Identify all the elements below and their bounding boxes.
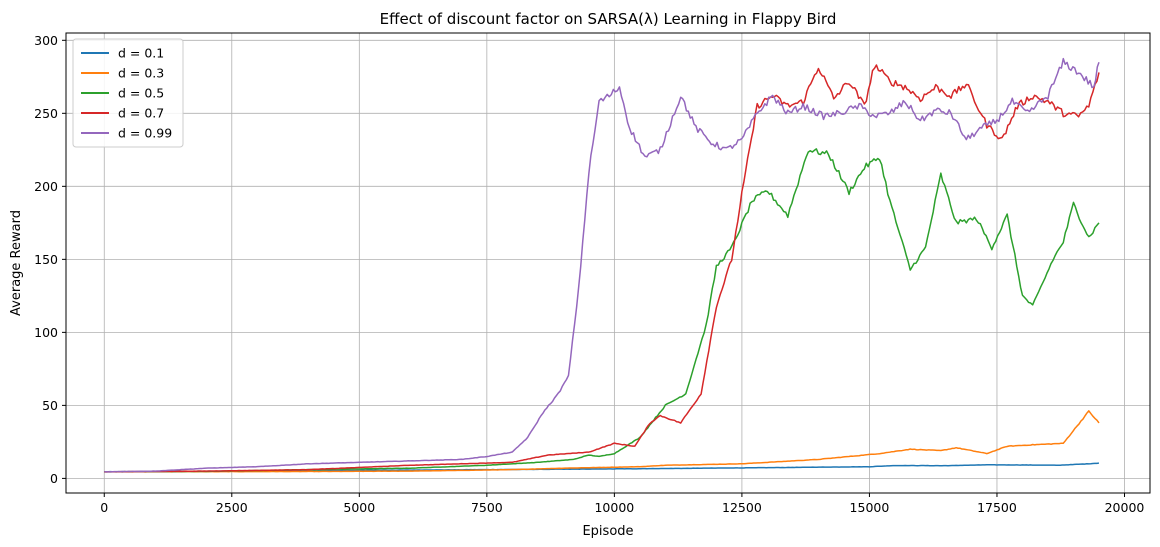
series-lines	[104, 57, 1100, 473]
y-tick-label: 250	[34, 106, 58, 121]
y-tick-label: 150	[34, 252, 58, 267]
legend-box	[72, 38, 184, 148]
x-tick-label: 7500	[471, 500, 503, 515]
y-axis-title: Average Reward	[9, 210, 24, 316]
x-tick-label: 15000	[850, 500, 890, 515]
y-tick-label: 100	[34, 325, 58, 340]
plot-area	[66, 33, 1150, 493]
x-tick-label: 12500	[722, 500, 762, 515]
legend-label: d = 0.5	[118, 86, 164, 101]
x-tick-label: 17500	[977, 500, 1017, 515]
y-axis-ticks: 0 50 100 150 200 250 300	[34, 33, 66, 486]
plot-frame	[65, 32, 1151, 494]
x-tick-label: 5000	[343, 500, 375, 515]
y-tick-label: 0	[50, 471, 58, 486]
legend: d = 0.1 d = 0.3 d = 0.5 d = 0.7 d = 0.99	[72, 38, 184, 148]
legend-label: d = 0.3	[118, 66, 164, 81]
y-tick-label: 50	[42, 398, 58, 413]
x-tick-label: 2500	[216, 500, 248, 515]
legend-label: d = 0.7	[118, 106, 164, 121]
x-axis-title: Episode	[582, 524, 633, 539]
y-tick-label: 200	[34, 179, 58, 194]
x-tick-label: 10000	[594, 500, 634, 515]
legend-label: d = 0.99	[118, 126, 172, 141]
legend-label: d = 0.1	[118, 46, 164, 61]
series-line	[104, 410, 1100, 473]
grid-lines	[66, 33, 1150, 493]
x-axis-ticks: 0 2500 5000 7500 10000 12500 15000 17500 20000	[100, 493, 1144, 515]
x-tick-label: 20000	[1105, 500, 1145, 515]
series-line	[104, 64, 1100, 473]
chart-title: Effect of discount factor on SARSA(λ) Le…	[380, 10, 837, 28]
x-tick-label: 0	[100, 500, 108, 515]
series-line	[104, 57, 1100, 473]
y-tick-label: 300	[34, 33, 58, 48]
